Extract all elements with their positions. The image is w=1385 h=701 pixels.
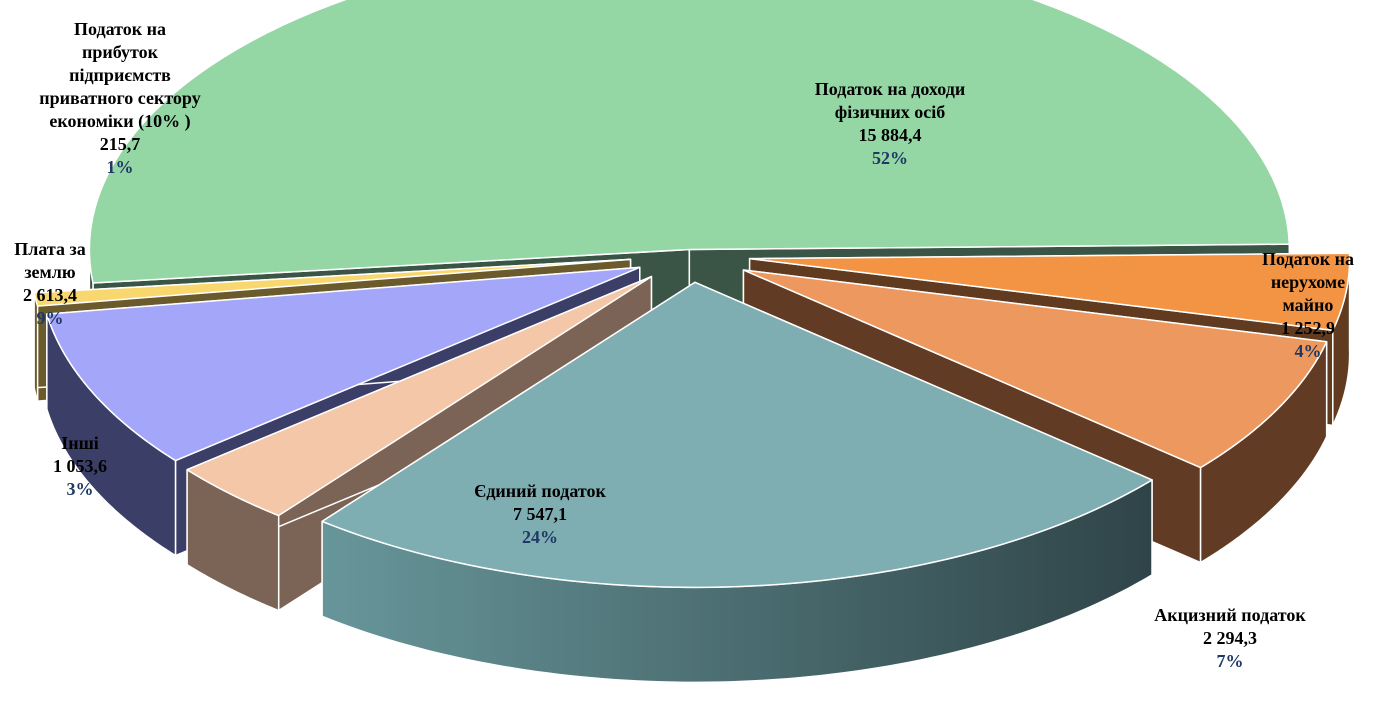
slice-value-real-estate-tax: 1 252,9 xyxy=(1281,318,1335,338)
slice-percent-personal-income-tax: 52% xyxy=(872,148,908,168)
slice-value-personal-income-tax: 15 884,4 xyxy=(858,125,922,145)
slice-name-real-estate-tax: Податок на xyxy=(1262,249,1354,269)
slice-value-excise-tax: 2 294,3 xyxy=(1203,628,1257,648)
slice-label-profit-tax: Податок на прибуток підприємств приватно… xyxy=(0,18,240,179)
slice-excise-tax xyxy=(742,269,1328,469)
slice-value-single-tax: 7 547,1 xyxy=(513,504,567,524)
slice-real-estate-tax xyxy=(748,252,1351,332)
slice-land-fee xyxy=(46,266,641,462)
slice-name-profit-tax-2: прибуток xyxy=(81,42,159,62)
slice-personal-income-tax xyxy=(88,0,1291,284)
slice-label-single-tax: Єдиний податок 7 547,1 24% xyxy=(420,480,660,549)
slice-name-profit-tax-3: підприємств xyxy=(69,65,171,85)
slice-name-single-tax: Єдиний податок xyxy=(474,481,606,501)
slice-name-real-estate-tax-2: нерухоме xyxy=(1270,272,1346,292)
slice-label-land-fee: Плата за землю 2 613,4 9% xyxy=(0,238,100,330)
slice-value-other: 1 053,6 xyxy=(53,456,107,476)
slice-value-land-fee: 2 613,4 xyxy=(23,285,77,305)
slice-value-profit-tax: 215,7 xyxy=(99,134,141,154)
slice-label-excise-tax: Акцизний податок 2 294,3 7% xyxy=(1120,604,1340,673)
slice-single-tax xyxy=(321,281,1153,589)
slice-label-personal-income-tax: Податок на доходи фізичних осіб 15 884,4… xyxy=(760,78,1020,170)
slice-name-excise-tax: Акцизний податок xyxy=(1154,605,1306,625)
slice-name-real-estate-tax-3: майно xyxy=(1282,295,1334,315)
slice-profit-tax xyxy=(33,258,632,307)
slice-percent-profit-tax: 1% xyxy=(106,157,134,177)
slice-percent-single-tax: 24% xyxy=(522,527,558,547)
slice-name-personal-income-tax-2: фізичних осіб xyxy=(834,102,946,122)
slice-name-land-fee-2: землю xyxy=(24,262,76,282)
slice-name-other: Інші xyxy=(61,433,99,453)
slice-label-real-estate-tax: Податок на нерухоме майно 1 252,9 4% xyxy=(1238,248,1378,363)
slice-percent-other: 3% xyxy=(66,479,94,499)
slice-other xyxy=(186,275,653,517)
slice-label-other: Інші 1 053,6 3% xyxy=(20,432,140,501)
slice-percent-real-estate-tax: 4% xyxy=(1294,341,1322,361)
slice-name-profit-tax: Податок на xyxy=(74,19,166,39)
slice-name-land-fee: Плата за xyxy=(14,239,86,259)
slice-name-profit-tax-4: приватного сектору xyxy=(39,88,201,108)
slice-name-profit-tax-5: економіки (10% ) xyxy=(49,111,191,131)
slice-name-personal-income-tax: Податок на доходи xyxy=(814,79,966,99)
slice-percent-land-fee: 9% xyxy=(36,308,64,328)
slice-percent-excise-tax: 7% xyxy=(1216,651,1244,671)
